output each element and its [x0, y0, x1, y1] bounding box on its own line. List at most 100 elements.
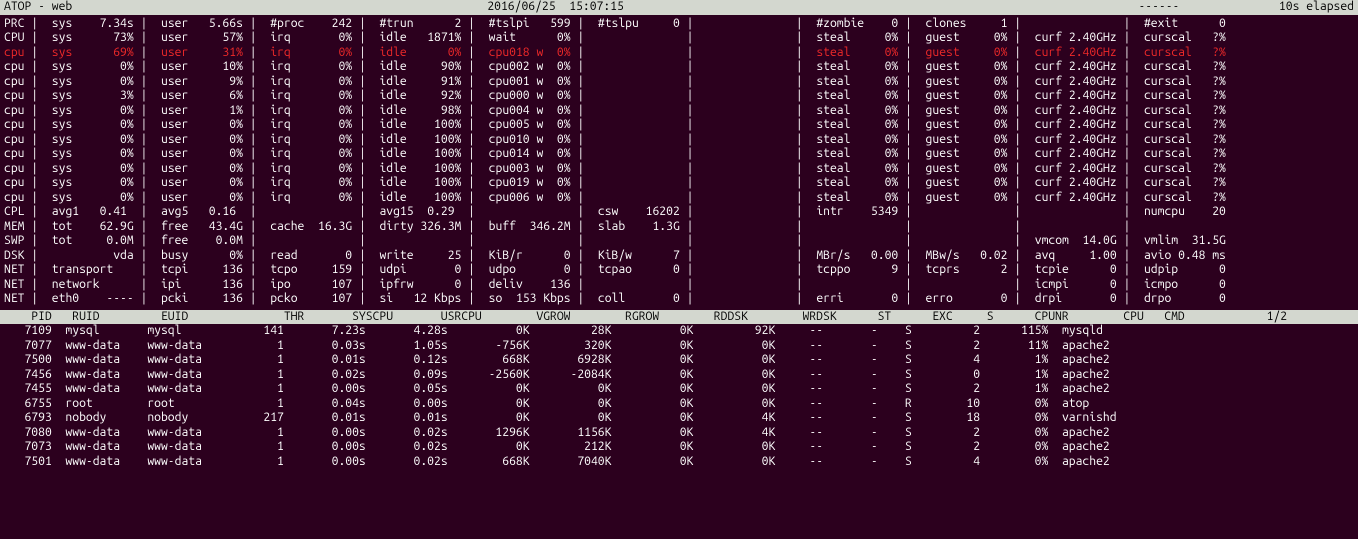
stat-cell: cache 16.3G [263, 220, 352, 235]
stat-cell [591, 89, 680, 104]
stat-cell: idle 100% [373, 176, 462, 191]
stat-cell [700, 278, 789, 293]
stat-cell [700, 104, 789, 119]
stat-cell: ipi 136 [154, 278, 243, 293]
proc-cell: apache2 [1048, 440, 1130, 455]
stat-cell: coll 0 [591, 292, 680, 307]
stat-cell: steal 0% [810, 191, 899, 206]
proc-cell: 0K [448, 411, 530, 426]
proc-cell: 0.00s [284, 382, 366, 397]
proc-cell: apache2 [1048, 368, 1130, 383]
stat-cell [482, 234, 571, 249]
proc-cell: - [823, 411, 878, 426]
stat-cell [263, 234, 352, 249]
proc-cell: 0K [611, 368, 693, 383]
proc-cell: 1 [216, 440, 284, 455]
stat-cell: transport [45, 263, 134, 278]
proc-cell: mysql [52, 324, 134, 339]
process-row: 7077 www-data www-data 1 0.03s 1.05s -75… [4, 339, 1354, 354]
proc-cell: www-data [134, 353, 216, 368]
stat-cell [591, 162, 680, 177]
proc-cell: S [878, 339, 912, 354]
stat-cell: irq 0% [263, 133, 352, 148]
stat-cell: idle 98% [373, 104, 462, 119]
stat-cell: so 153 Kbps [482, 292, 571, 307]
sys-row: cpu | sys 0% | user 0% | irq 0% | idle 1… [4, 147, 1354, 162]
stat-cell: #trun 2 [373, 17, 462, 32]
stat-cell [919, 234, 1008, 249]
stat-cell: sys 0% [45, 147, 134, 162]
stat-cell: user 0% [154, 147, 243, 162]
proc-cell: www-data [52, 382, 134, 397]
proc-cell: www-data [52, 455, 134, 470]
stat-cell: idle 91% [373, 75, 462, 90]
proc-cell: -- [775, 455, 823, 470]
stat-cell: ipfrw 0 [373, 278, 462, 293]
stat-cell: sys 73% [45, 31, 134, 46]
stat-cell [700, 46, 789, 61]
stat-cell: csw 16202 [591, 205, 680, 220]
stat-cell [700, 17, 789, 32]
stat-cell: idle 100% [373, 162, 462, 177]
stat-cell [700, 75, 789, 90]
row-label: CPU [4, 31, 24, 46]
proc-cell: 1 [216, 397, 284, 412]
proc-cell: 2 [912, 440, 980, 455]
stat-cell: intr 5349 [810, 205, 899, 220]
proc-cell: www-data [52, 339, 134, 354]
stat-cell: buff 346.2M [482, 220, 571, 235]
proc-cell: S [878, 411, 912, 426]
stat-cell: irq 0% [263, 89, 352, 104]
stat-cell [810, 278, 899, 293]
stat-cell: irq 0% [263, 176, 352, 191]
proc-cell: www-data [134, 440, 216, 455]
proc-cell: 28K [530, 324, 612, 339]
proc-cell: 212K [530, 440, 612, 455]
stat-cell: pcko 107 [263, 292, 352, 307]
stat-cell: tcpo 159 [263, 263, 352, 278]
proc-cell: - [823, 368, 878, 383]
proc-cell: 0.04s [284, 397, 366, 412]
stat-cell: irq 0% [263, 46, 352, 61]
stat-cell: tcpao 0 [591, 263, 680, 278]
stat-cell: free 0.0M [154, 234, 243, 249]
proc-cell: 668K [448, 353, 530, 368]
stat-cell: read 0 [263, 249, 352, 264]
stat-cell: irq 0% [263, 75, 352, 90]
stat-cell: free 43.4G [154, 220, 243, 235]
stat-cell: curf 2.40GHz [1028, 176, 1117, 191]
proc-cell: mysqld [1048, 324, 1130, 339]
stat-cell: pcki 136 [154, 292, 243, 307]
proc-cell: 0K [611, 353, 693, 368]
proc-cell: 0.01s [366, 411, 448, 426]
stat-cell: curscal ?% [1137, 191, 1226, 206]
proc-cell: S [878, 440, 912, 455]
proc-cell: 0K [448, 382, 530, 397]
stat-cell: guest 0% [919, 118, 1008, 133]
proc-cell: 1 [216, 339, 284, 354]
proc-cell: 92K [693, 324, 775, 339]
stat-cell [700, 263, 789, 278]
stat-cell: network [45, 278, 134, 293]
stat-cell: KiB/r 0 [482, 249, 571, 264]
proc-cell: www-data [134, 455, 216, 470]
proc-cell: 7080 [4, 426, 52, 441]
proc-cell: 0K [611, 397, 693, 412]
proc-cell: 4 [912, 455, 980, 470]
stat-cell [591, 104, 680, 119]
stat-cell: idle 100% [373, 147, 462, 162]
proc-cell: - [823, 339, 878, 354]
proc-cell: www-data [134, 368, 216, 383]
proc-cell: 0% [980, 426, 1048, 441]
row-label: cpu [4, 162, 24, 177]
stat-cell: idle 92% [373, 89, 462, 104]
proc-cell: 0% [980, 455, 1048, 470]
row-label: cpu [4, 60, 24, 75]
sys-row: cpu | sys 3% | user 6% | irq 0% | idle 9… [4, 89, 1354, 104]
stat-cell [700, 234, 789, 249]
process-row: 6755 root root 1 0.04s 0.00s 0K 0K 0K 0K… [4, 397, 1354, 412]
proc-cell: 7456 [4, 368, 52, 383]
stat-cell: sys 0% [45, 104, 134, 119]
stat-cell: user 0% [154, 133, 243, 148]
stat-cell: curf 2.40GHz [1028, 191, 1117, 206]
